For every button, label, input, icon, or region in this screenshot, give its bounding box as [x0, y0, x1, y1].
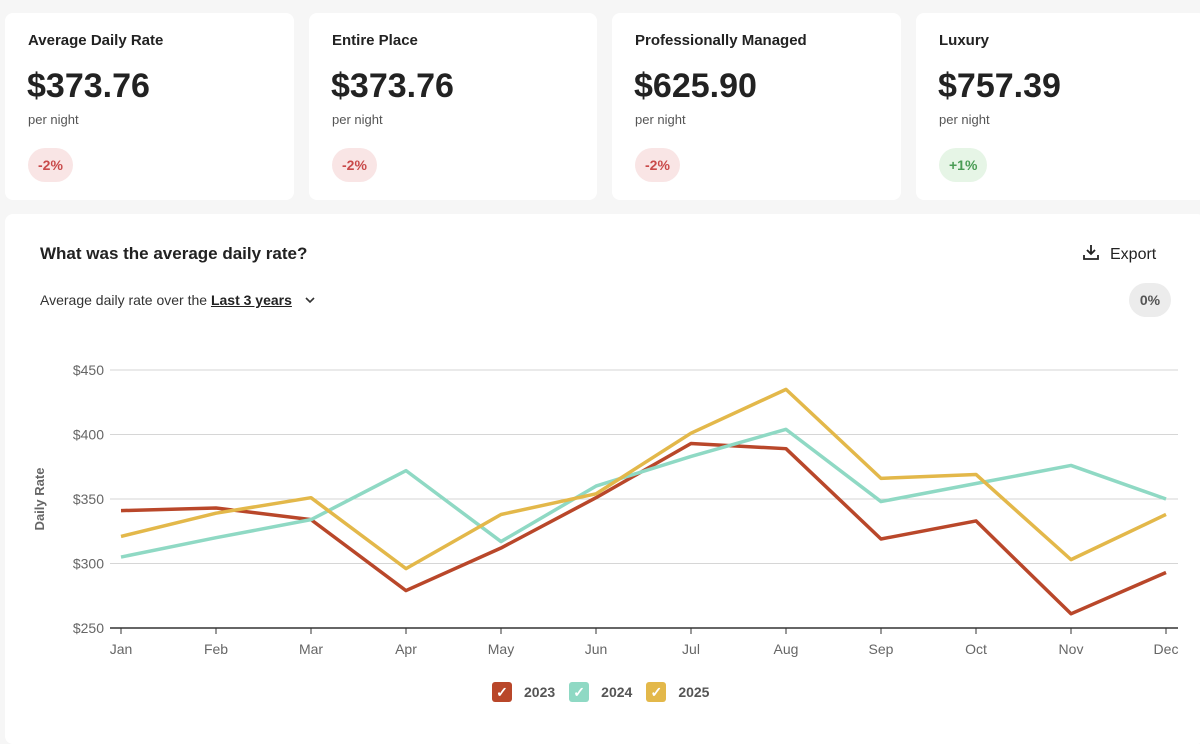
kpi-value: $373.76 — [27, 67, 150, 105]
y-tick-label: $300 — [73, 556, 104, 572]
kpi-title: Average Daily Rate — [28, 32, 164, 49]
series-line-2025 — [120, 387, 1167, 571]
y-tick-label: $250 — [73, 620, 104, 636]
kpi-unit: per night — [635, 112, 686, 127]
legend-label: 2025 — [678, 684, 710, 700]
x-tick-label: Jan — [110, 641, 133, 657]
kpi-value: $373.76 — [331, 67, 454, 105]
y-tick-label: $350 — [73, 491, 104, 507]
x-tick-label: Sep — [869, 641, 894, 657]
legend-item-2024[interactable]: ✓ 2024 — [569, 682, 632, 702]
x-tick-label: Nov — [1059, 641, 1084, 657]
kpi-value: $625.90 — [634, 67, 757, 105]
x-tick-label: Dec — [1154, 641, 1179, 657]
kpi-card-luxury: Luxury $757.39 per night +1% — [916, 13, 1200, 200]
y-tick-label: $450 — [73, 362, 104, 378]
x-tick-label: Jul — [682, 641, 700, 657]
kpi-unit: per night — [332, 112, 383, 127]
checkbox-icon[interactable]: ✓ — [492, 682, 512, 702]
legend-item-2025[interactable]: ✓ 2025 — [646, 682, 709, 702]
overall-change-badge: 0% — [1129, 283, 1171, 317]
chart-question: What was the average daily rate? — [40, 244, 308, 263]
series-line-2024 — [120, 427, 1167, 559]
x-tick-label: May — [488, 641, 514, 657]
legend-item-2023[interactable]: ✓ 2023 — [492, 682, 555, 702]
kpi-value: $757.39 — [938, 67, 1061, 105]
change-badge: -2% — [635, 148, 680, 182]
legend-label: 2024 — [601, 684, 633, 700]
chart-subtitle: Average daily rate over the Last 3 years — [40, 292, 316, 309]
subtitle-prefix: Average daily rate over the — [40, 292, 211, 308]
x-tick-label: Oct — [965, 641, 987, 657]
chevron-down-icon[interactable] — [304, 293, 316, 309]
kpi-unit: per night — [939, 112, 990, 127]
chart-legend: ✓ 2023 ✓ 2024 ✓ 2025 — [492, 682, 709, 702]
x-tick-label: Mar — [299, 641, 323, 657]
kpi-card-average-daily-rate: Average Daily Rate $373.76 per night -2% — [5, 13, 294, 200]
kpi-title: Professionally Managed — [635, 32, 807, 49]
change-badge: -2% — [28, 148, 73, 182]
export-button[interactable]: Export — [1082, 243, 1156, 266]
download-icon — [1082, 243, 1100, 266]
change-badge: -2% — [332, 148, 377, 182]
legend-label: 2023 — [524, 684, 556, 700]
period-dropdown[interactable]: Last 3 years — [210, 292, 292, 308]
x-tick-label: Jun — [585, 641, 608, 657]
series-line-2023 — [120, 441, 1167, 616]
x-tick-label: Feb — [204, 641, 228, 657]
kpi-card-professionally-managed: Professionally Managed $625.90 per night… — [612, 13, 901, 200]
export-label: Export — [1110, 245, 1157, 263]
checkbox-icon[interactable]: ✓ — [569, 682, 590, 702]
kpi-unit: per night — [28, 112, 79, 127]
x-tick-label: Apr — [395, 641, 417, 657]
kpi-title: Entire Place — [332, 32, 418, 49]
change-badge: +1% — [939, 148, 988, 182]
y-axis-label: Daily Rate — [32, 468, 47, 531]
checkbox-icon[interactable]: ✓ — [646, 682, 667, 702]
y-tick-label: $400 — [73, 427, 104, 443]
x-tick-label: Aug — [774, 641, 799, 657]
kpi-title: Luxury — [939, 32, 990, 49]
kpi-card-entire-place: Entire Place $373.76 per night -2% — [309, 13, 597, 200]
